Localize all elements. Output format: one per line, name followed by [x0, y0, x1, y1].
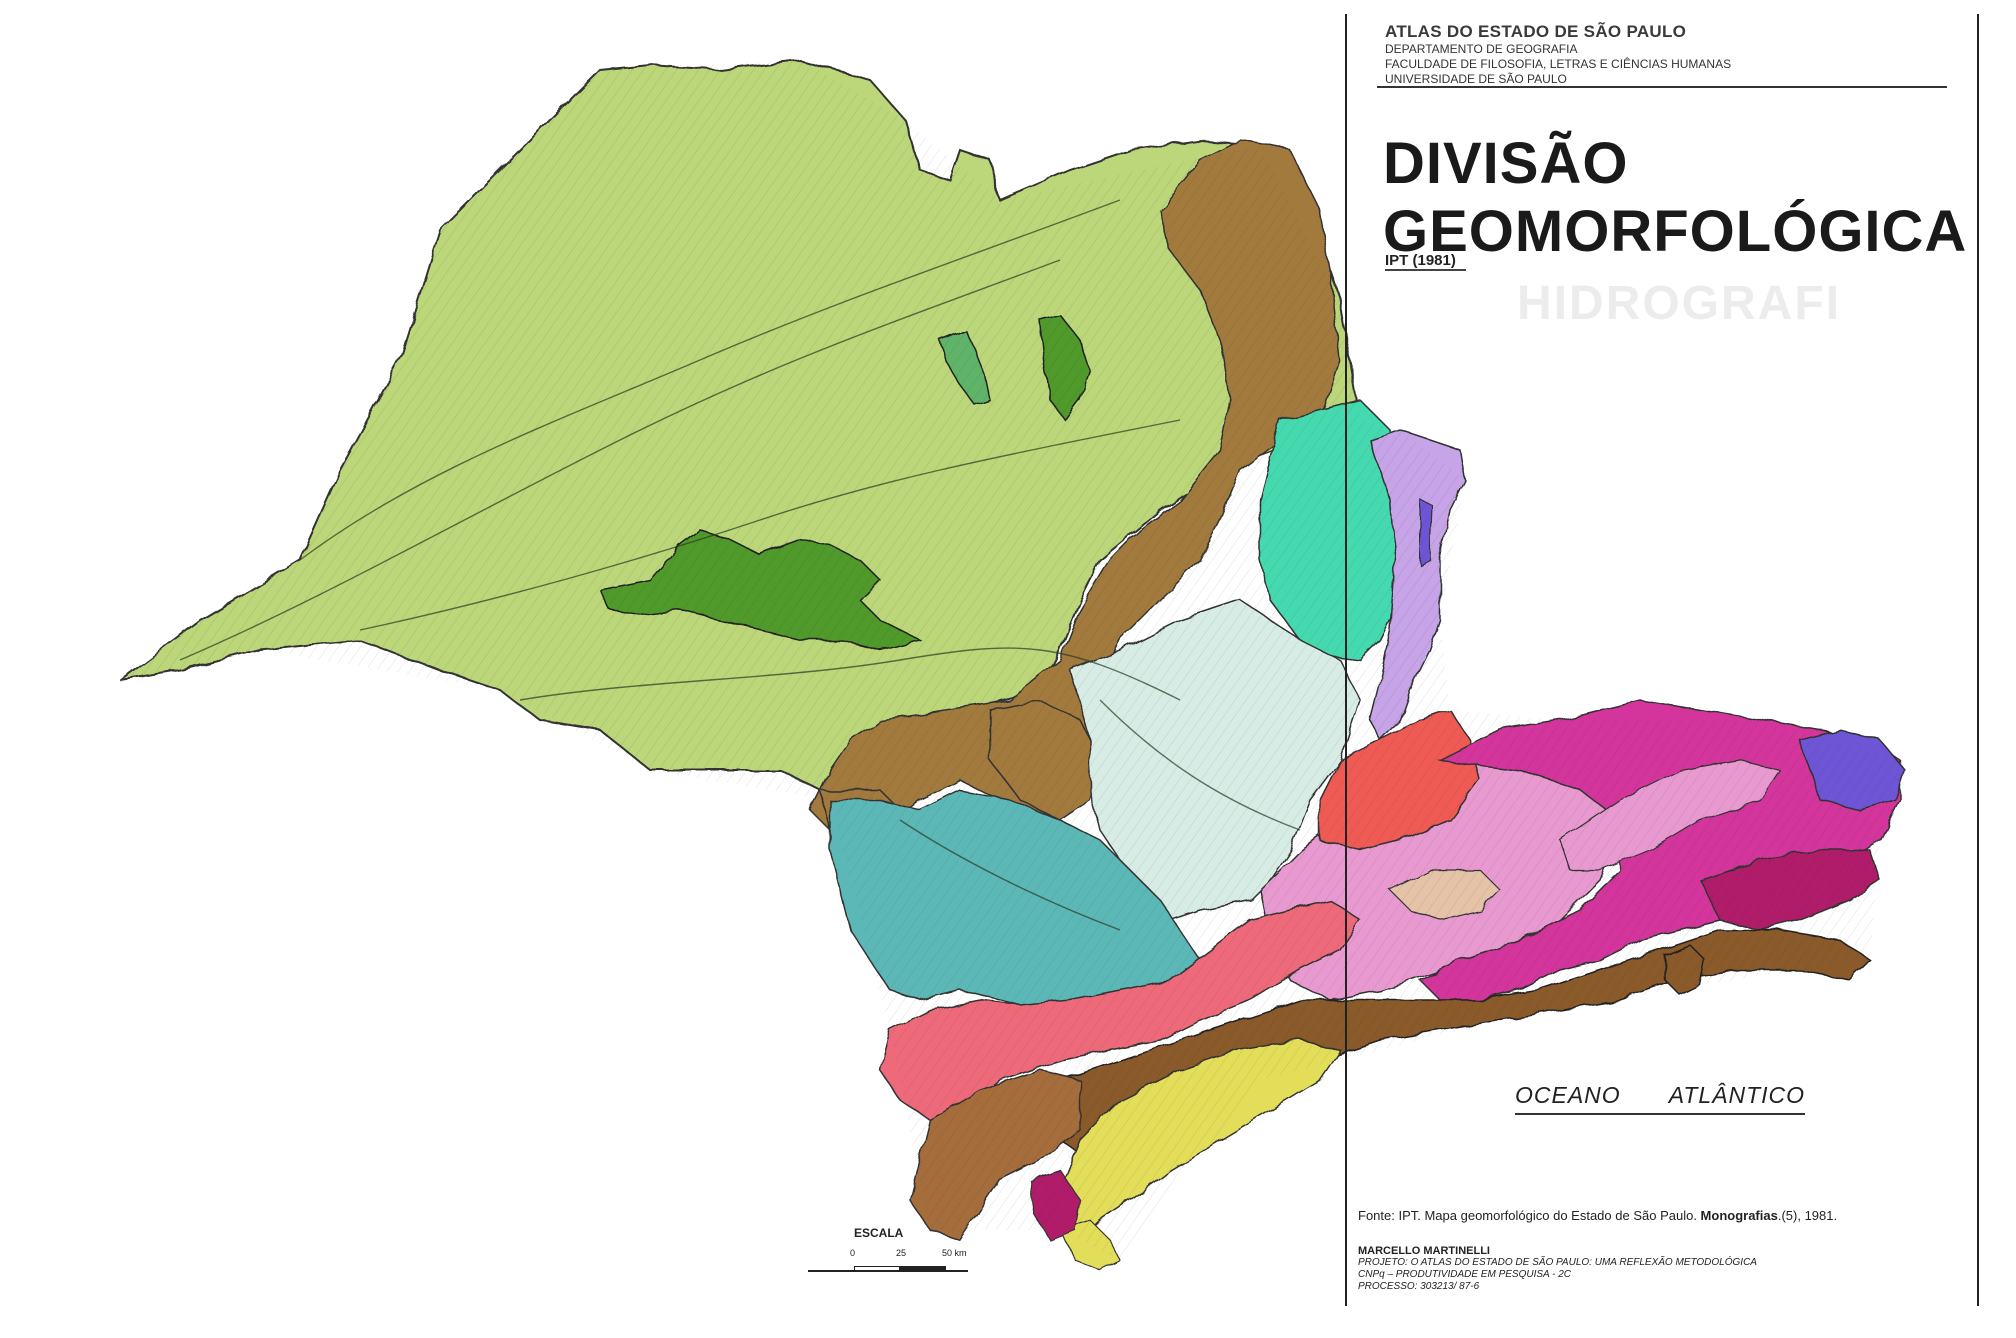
map-title-reference: IPT (1981) — [1385, 252, 1466, 271]
author-name: MARCELLO MARTINELLI — [1358, 1245, 1490, 1257]
scale-line — [808, 1270, 968, 1272]
credits-block: MARCELLO MARTINELLI PROJETO: O ATLAS DO … — [1358, 1245, 1757, 1293]
ocean-label-word-2: ATLÂNTICO — [1668, 1082, 1806, 1108]
drainage-texture — [120, 60, 1900, 1260]
map-title-line-1: DIVISÃO — [1383, 131, 1629, 196]
map-title: DIVISÃO GEOMORFOLÓGICA — [1383, 130, 1967, 266]
header-divider — [1377, 86, 1947, 88]
source-suffix: .(5), 1981. — [1777, 1208, 1838, 1223]
university-name: UNIVERSIDADE DE SÃO PAULO — [1385, 72, 1567, 86]
faculty-name: FACULDADE DE FILOSOFIA, LETRAS E CIÊNCIA… — [1385, 57, 1732, 71]
scale-tick-25: 25 — [896, 1248, 907, 1258]
funding-line: CNPq – PRODUTIVIDADE EM PESQUISA - 2C — [1358, 1269, 1572, 1280]
map-title-line-2: GEOMORFOLÓGICA — [1383, 199, 1968, 264]
scale-label: ESCALA — [854, 1226, 904, 1240]
ocean-label-word-1: OCEANO — [1515, 1082, 1621, 1108]
atlas-title: ATLAS DO ESTADO DE SÃO PAULO — [1385, 22, 1687, 41]
ghost-text: HIDROGRAFI — [1517, 277, 1841, 330]
department-name: DEPARTAMENTO DE GEOGRAFIA — [1385, 42, 1578, 56]
process-number: PROCESSO: 303213/ 87-6 — [1358, 1281, 1480, 1292]
scale-bar: ESCALA 0 25 50 km — [808, 1226, 968, 1276]
source-bold: Monografias — [1700, 1208, 1778, 1223]
atlas-header: ATLAS DO ESTADO DE SÃO PAULO DEPARTAMENT… — [1385, 22, 1945, 87]
scale-tick-50: 50 km — [942, 1248, 967, 1258]
source-citation: Fonte: IPT. Mapa geomorfológico do Estad… — [1358, 1208, 1837, 1223]
project-title: PROJETO: O ATLAS DO ESTADO DE SÃO PAULO:… — [1358, 1257, 1757, 1268]
title-sheet: ATLAS DO ESTADO DE SÃO PAULO DEPARTAMENT… — [1345, 14, 1979, 1306]
ocean-label: OCEANO ATLÂNTICO — [1515, 1082, 1806, 1115]
scale-tick-0: 0 — [850, 1248, 856, 1258]
source-prefix: Fonte: IPT. Mapa geomorfológico do Estad… — [1358, 1208, 1701, 1223]
river-network — [179, 199, 1301, 931]
